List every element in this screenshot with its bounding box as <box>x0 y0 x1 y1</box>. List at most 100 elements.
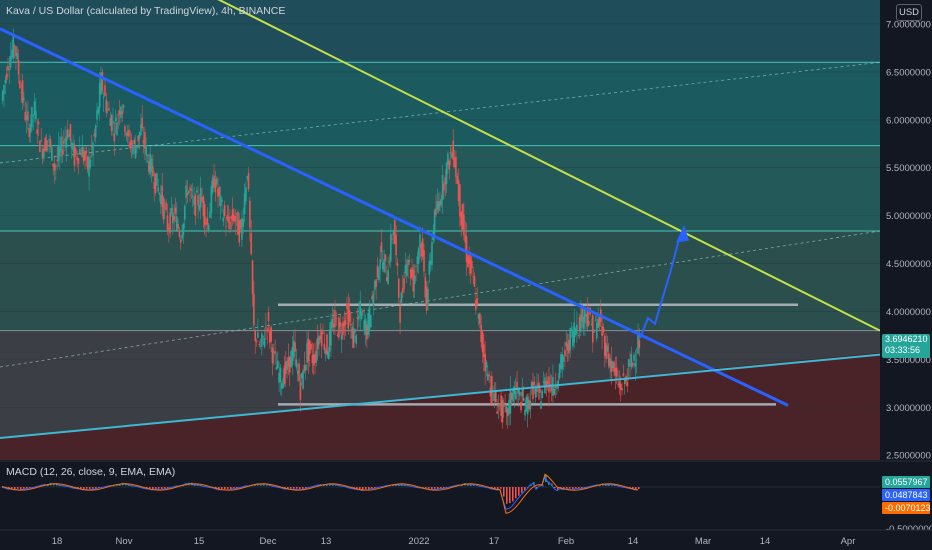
candle-body <box>214 179 217 193</box>
candle-body <box>538 384 541 393</box>
chart-title: Kava / US Dollar (calculated by TradingV… <box>6 5 286 17</box>
candle-body <box>219 195 222 206</box>
currency-badge[interactable]: USD <box>896 4 922 21</box>
macd-hist-bar <box>47 484 49 487</box>
candle-body <box>61 149 64 155</box>
candle-body <box>60 136 62 152</box>
macd-hist-bar <box>11 487 13 489</box>
candle-body <box>191 196 194 197</box>
candle-body <box>395 234 397 256</box>
candle-body <box>576 324 578 334</box>
candle-body <box>449 151 452 154</box>
candle-body <box>271 347 274 364</box>
x-tick-label: 15 <box>194 536 205 547</box>
candle-body <box>55 165 57 168</box>
candle-body <box>332 323 335 328</box>
candle-body <box>513 386 516 395</box>
candle-body <box>246 176 249 179</box>
macd-hist-bar <box>557 487 559 490</box>
candle-body <box>207 224 210 231</box>
candle-body <box>53 163 56 171</box>
candle-body <box>153 182 155 189</box>
candle-body <box>129 141 132 149</box>
y-tick-label: 4.5000000 <box>886 259 931 270</box>
candle-body <box>542 381 545 383</box>
macd-hist-bar <box>230 487 232 490</box>
macd-hist-bar <box>149 487 151 489</box>
candle-body <box>39 141 41 152</box>
candle-body <box>363 320 365 330</box>
macd-hist-bar <box>227 487 229 490</box>
candle-body <box>534 388 537 398</box>
candle-body <box>609 358 611 368</box>
candle-body <box>234 215 237 222</box>
candle-body <box>558 363 561 379</box>
candle-body <box>45 139 48 151</box>
candle-body <box>631 362 634 366</box>
candle-body <box>227 216 230 224</box>
candle-body <box>136 146 138 148</box>
x-tick-label: 2022 <box>408 536 429 547</box>
candle-body <box>134 145 137 159</box>
candle-body <box>379 259 381 270</box>
candle-body <box>560 354 562 369</box>
candle-body <box>348 310 351 322</box>
candle-body <box>310 343 312 350</box>
candle-body <box>92 142 94 156</box>
candle-body <box>231 209 234 220</box>
candle-body <box>174 207 177 214</box>
candle-body <box>213 175 215 188</box>
candle-body <box>463 214 465 236</box>
candle-body <box>460 211 463 226</box>
macd-hist-bar <box>494 487 496 489</box>
candle-body <box>374 280 376 290</box>
candle-body <box>342 322 344 335</box>
candle-body <box>351 327 354 339</box>
candle-body <box>37 121 40 125</box>
macd-hist-bar <box>26 487 28 489</box>
candle-body <box>117 114 120 116</box>
candle-body <box>324 349 327 354</box>
macd-hist-bar <box>224 487 226 490</box>
candle-body <box>298 363 300 382</box>
y-tick-label: 3.0000000 <box>886 403 931 414</box>
candle-body <box>96 110 98 120</box>
macd-hist-bar <box>98 487 100 488</box>
candle-body <box>288 356 291 373</box>
candle-body <box>274 350 276 354</box>
candle-body <box>431 241 433 266</box>
candle-body <box>158 193 161 195</box>
price-axis <box>880 0 932 550</box>
candle-body <box>561 354 564 370</box>
candle-body <box>518 391 521 396</box>
candle-body <box>469 256 472 274</box>
candle-body <box>315 350 318 363</box>
candle-body <box>392 230 395 236</box>
candle-body <box>383 259 385 272</box>
candle-body <box>97 107 100 114</box>
candle-body <box>435 208 437 215</box>
candle-body <box>409 269 412 279</box>
candle-body <box>479 313 481 324</box>
macd-hist-bar <box>632 487 634 489</box>
candle-body <box>114 117 117 122</box>
candle-body <box>243 193 246 215</box>
candle-body <box>588 320 590 325</box>
candle-body <box>7 65 9 71</box>
candle-body <box>56 159 58 161</box>
candle-body <box>222 217 225 222</box>
candle-body <box>605 343 607 359</box>
macd-hist-bar <box>158 487 160 489</box>
candle-body <box>189 187 191 191</box>
candle-body <box>48 138 50 141</box>
candle-body <box>586 307 589 327</box>
candle-body <box>429 260 432 265</box>
candle-body <box>303 365 306 372</box>
candle-body <box>126 131 129 136</box>
candle-body <box>334 310 336 328</box>
candle-body <box>145 145 148 155</box>
candle-body <box>472 276 474 277</box>
macd-hist-bar <box>542 485 544 487</box>
trendline-ascending-cyan <box>0 353 881 439</box>
